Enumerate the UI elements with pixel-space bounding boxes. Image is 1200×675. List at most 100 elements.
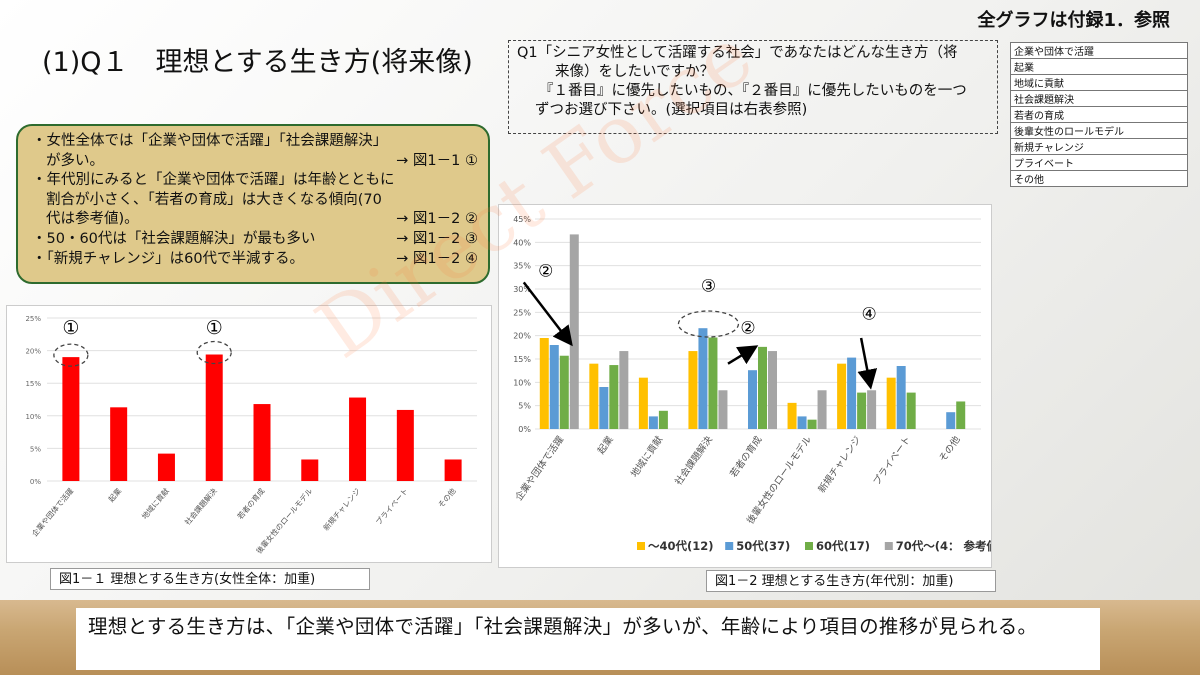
page-title: (1)Q１ 理想とする生き方(将来像) (42, 47, 473, 78)
annotation-marker: ② (740, 319, 755, 339)
summary-line: 代は参考値)。 → 図1－2 ② (32, 210, 478, 230)
chart-overall: 0% 5% 10% 15% 20% 25% 企業や団体で活躍 起業 地域に貢献 社会課題解決 若者の… (6, 305, 492, 563)
legend-swatch (637, 542, 645, 550)
summary-figure-ref: → 図1－1 ① (396, 152, 478, 169)
bar (349, 397, 367, 481)
y-tick-label: 30% (513, 285, 531, 294)
y-tick-label: 20% (513, 332, 531, 341)
option-row: その他 (1010, 170, 1188, 187)
option-row: 企業や団体で活躍 (1010, 42, 1188, 59)
question-line: 来像）をしたいですか？ (555, 64, 715, 80)
options-table: 企業や団体で活躍 起業 地域に貢献 社会課題解決 若者の育成 後輩女性のロールモデル 新規チ… (1010, 42, 1188, 187)
bar (396, 409, 414, 481)
x-tick-label: 新規チャレンジ (321, 485, 363, 532)
summary-text: ・年代別にみると「企業や団体で活躍」は年齢とともに (32, 172, 395, 189)
bar (688, 351, 698, 429)
summary-line: ・「新規チャレンジ」は60代で半減する。 → 図1－2 ④ (32, 250, 478, 270)
question-line: ずつお選び下さい。(選択項目は右表参照) (535, 102, 808, 118)
x-tick-label: 若者の育成 (235, 485, 267, 521)
bar (797, 416, 807, 429)
annotation-arrow (522, 281, 573, 347)
y-tick-label: 25% (25, 315, 41, 323)
legend-swatch (805, 542, 813, 550)
option-label: 若者の育成 (1010, 106, 1188, 123)
question-line: 『１番目』に優先したいもの、『２番目』に優先したいものを一つ (539, 83, 967, 99)
bar (867, 390, 877, 429)
bar (817, 390, 827, 429)
bar (444, 459, 462, 481)
bar (857, 392, 867, 429)
x-tick-label: 地域に貢献 (628, 433, 665, 479)
summary-text: ・50・60代は「社会課題解決」が最も多い (32, 230, 316, 247)
bar (847, 357, 857, 429)
legend-swatch (725, 542, 734, 550)
bar (619, 351, 629, 429)
annotation-marker: ① (206, 317, 223, 339)
x-tick-label: 若者の育成 (727, 433, 764, 479)
y-tick-label: 35% (513, 262, 531, 271)
bar (708, 337, 718, 429)
option-label: 後輩女性のロールモデル (1010, 122, 1188, 139)
x-tick-label: プライベート (871, 434, 913, 487)
bar (253, 404, 271, 481)
y-tick-label: 5% (518, 402, 531, 411)
x-tick-label: 起業 (106, 485, 124, 503)
bar (718, 390, 728, 429)
option-row: 起業 (1010, 58, 1188, 75)
bar (609, 365, 619, 429)
summary-line: ・50・60代は「社会課題解決」が最も多い → 図1－2 ③ (32, 230, 478, 250)
y-tick-label: 0% (30, 478, 41, 486)
option-row: 若者の育成 (1010, 106, 1188, 123)
chart-by-age-caption: 図1－2 理想とする生き方(年代別：加重) (706, 570, 996, 592)
summary-line: ・女性全体では「企業や団体で活躍」「社会課題解決」 (32, 132, 478, 152)
chart-overall-svg: 0% 5% 10% 15% 20% 25% 企業や団体で活躍 起業 地域に貢献 社会課題解決 若者の… (25, 315, 477, 555)
option-row: 社会課題解決 (1010, 90, 1188, 107)
annotation-arrow (857, 337, 878, 390)
annotation-marker: ② (538, 261, 553, 281)
summary-figure-ref: → 図1－2 ② (396, 211, 478, 228)
bar (549, 345, 559, 429)
annotation-marker: ④ (861, 305, 876, 325)
bar (658, 410, 668, 429)
y-tick-label: 15% (25, 380, 41, 388)
x-tick-label: その他 (436, 485, 458, 509)
option-label: 起業 (1010, 58, 1188, 75)
option-row: プライベート (1010, 154, 1188, 171)
x-tick-label: 社会課題解決 (672, 433, 715, 487)
summary-text: ・女性全体では「企業や団体で活躍」「社会課題解決」 (32, 133, 388, 149)
x-tick-label: 起業 (595, 433, 616, 456)
bar (837, 363, 847, 429)
legend-label: 70代～(4： 参考値) (896, 539, 991, 553)
bar (886, 377, 896, 429)
bar (748, 370, 757, 429)
chart-by-age-svg: 0% 5% 10% 15% 20% 25% 30% 35% 40% 45% 企業や団体で活躍 起業 地域… (513, 215, 1004, 553)
summary-text: 割合が小さく、「若者の育成」は大きくなる傾向(70 (46, 191, 382, 208)
bar (896, 366, 906, 429)
summary-line: が多い。 → 図1－1 ① (32, 152, 478, 172)
annotation-marker: ① (62, 317, 79, 339)
legend-label: 60代(17) (816, 539, 870, 553)
bar (787, 402, 797, 429)
bar (589, 363, 599, 429)
x-tick-label: 企業や団体で活躍 (29, 485, 76, 538)
option-label: 新規チャレンジ (1010, 138, 1188, 155)
x-tick-label: プライベート (374, 487, 410, 527)
bar (569, 234, 579, 429)
bar (301, 459, 319, 481)
y-tick-label: 0% (518, 425, 531, 434)
y-tick-label: 5% (30, 445, 41, 453)
summary-figure-ref: → 図1－2 ③ (396, 230, 478, 247)
option-row: 後輩女性のロールモデル (1010, 122, 1188, 139)
x-tick-label: 新規チャレンジ (816, 434, 864, 495)
x-tick-label: その他 (936, 433, 962, 464)
chart-overall-caption: 図1－１ 理想とする生き方(女性全体：加重) (50, 568, 370, 590)
bar (698, 328, 708, 429)
bar (205, 354, 223, 481)
annotation-arrow (727, 345, 759, 365)
bar (768, 351, 777, 429)
y-tick-label: 20% (25, 348, 41, 356)
bar (946, 412, 956, 429)
legend-label: ～40代(12) (648, 539, 714, 553)
conclusion-text: 理想とする生き方は、「企業や団体で活躍」「社会課題解決」が多いが、年齢により項目… (76, 608, 1100, 670)
bar (638, 377, 648, 429)
